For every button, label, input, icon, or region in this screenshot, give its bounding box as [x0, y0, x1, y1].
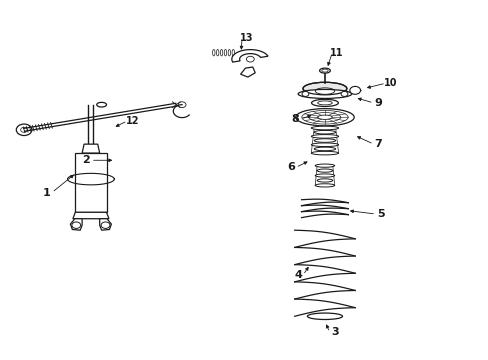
Text: 6: 6 [286, 162, 294, 172]
Text: 13: 13 [240, 33, 253, 43]
Ellipse shape [315, 184, 334, 187]
Circle shape [340, 91, 347, 96]
Circle shape [72, 222, 81, 228]
Ellipse shape [319, 68, 330, 73]
Ellipse shape [295, 109, 353, 126]
Text: 9: 9 [374, 98, 382, 108]
Ellipse shape [314, 139, 335, 142]
Polygon shape [75, 153, 106, 212]
Ellipse shape [303, 82, 346, 95]
Polygon shape [70, 219, 82, 230]
Ellipse shape [97, 102, 106, 107]
Circle shape [349, 86, 360, 94]
Polygon shape [82, 144, 100, 153]
Polygon shape [231, 50, 267, 62]
Text: 4: 4 [294, 270, 302, 280]
Circle shape [246, 56, 254, 62]
Polygon shape [73, 212, 109, 219]
Ellipse shape [315, 174, 334, 177]
Ellipse shape [315, 164, 334, 167]
Text: 2: 2 [82, 155, 90, 165]
Ellipse shape [311, 151, 338, 155]
Polygon shape [240, 67, 255, 77]
Text: 11: 11 [330, 48, 343, 58]
Text: 12: 12 [125, 116, 139, 126]
Ellipse shape [317, 169, 332, 172]
Ellipse shape [311, 126, 338, 130]
Ellipse shape [311, 143, 338, 147]
Ellipse shape [298, 89, 351, 98]
Circle shape [101, 222, 110, 228]
Ellipse shape [311, 99, 338, 107]
Text: 10: 10 [383, 78, 397, 88]
Text: 1: 1 [43, 188, 51, 198]
Text: 5: 5 [376, 209, 384, 219]
Text: 8: 8 [291, 114, 299, 124]
Ellipse shape [307, 313, 342, 319]
Circle shape [302, 91, 308, 96]
Ellipse shape [314, 130, 335, 134]
Ellipse shape [317, 179, 332, 182]
Text: 7: 7 [374, 139, 382, 149]
Text: 3: 3 [330, 327, 338, 337]
Polygon shape [100, 219, 111, 230]
Ellipse shape [314, 147, 335, 151]
Ellipse shape [311, 135, 338, 138]
